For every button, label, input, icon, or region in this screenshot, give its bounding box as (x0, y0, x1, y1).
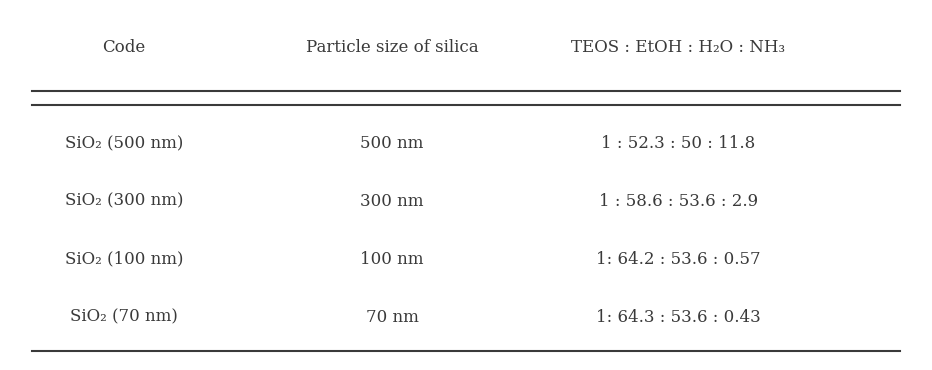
Text: 100 nm: 100 nm (361, 250, 424, 268)
Text: 70 nm: 70 nm (365, 309, 418, 326)
Text: 1 : 58.6 : 53.6 : 2.9: 1 : 58.6 : 53.6 : 2.9 (599, 193, 758, 210)
Text: 1 : 52.3 : 50 : 11.8: 1 : 52.3 : 50 : 11.8 (601, 135, 756, 152)
Text: 500 nm: 500 nm (361, 135, 424, 152)
Text: TEOS : EtOH : H₂O : NH₃: TEOS : EtOH : H₂O : NH₃ (571, 39, 786, 56)
Text: SiO₂ (300 nm): SiO₂ (300 nm) (65, 193, 184, 210)
Text: Particle size of silica: Particle size of silica (306, 39, 478, 56)
Text: SiO₂ (500 nm): SiO₂ (500 nm) (65, 135, 184, 152)
Text: 1: 64.2 : 53.6 : 0.57: 1: 64.2 : 53.6 : 0.57 (596, 250, 761, 268)
Text: 1: 64.3 : 53.6 : 0.43: 1: 64.3 : 53.6 : 0.43 (596, 309, 761, 326)
Text: 300 nm: 300 nm (361, 193, 424, 210)
Text: SiO₂ (100 nm): SiO₂ (100 nm) (65, 250, 184, 268)
Text: Code: Code (103, 39, 146, 56)
Text: SiO₂ (70 nm): SiO₂ (70 nm) (70, 309, 178, 326)
